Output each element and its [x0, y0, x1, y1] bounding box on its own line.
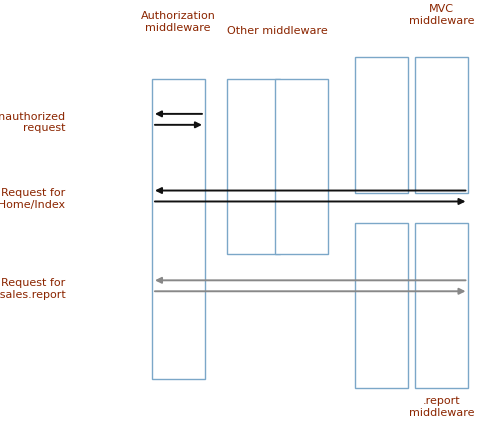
Text: Request for
/Home/Index: Request for /Home/Index [0, 188, 65, 210]
Text: MVC
middleware: MVC middleware [408, 4, 473, 26]
Bar [274, 79, 327, 254]
Text: Request for
/sales.report: Request for /sales.report [0, 278, 65, 300]
Text: Authorization
middleware: Authorization middleware [140, 11, 215, 32]
Text: .report
middleware: .report middleware [408, 396, 473, 418]
Bar [226, 79, 280, 254]
Bar [414, 223, 467, 388]
Bar [414, 57, 467, 193]
Text: Unauthorized
request: Unauthorized request [0, 112, 65, 134]
Bar [354, 57, 407, 193]
Text: Other middleware: Other middleware [227, 26, 327, 36]
Bar [151, 79, 204, 379]
Bar [354, 223, 407, 388]
